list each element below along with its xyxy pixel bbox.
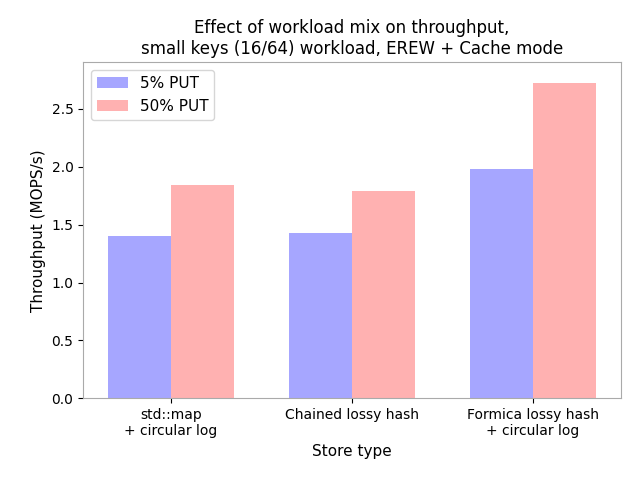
Bar	[533, 83, 596, 398]
Bar	[470, 169, 533, 398]
Bar	[289, 233, 352, 398]
Y-axis label: Throughput (MOPS/s): Throughput (MOPS/s)	[31, 149, 46, 312]
X-axis label: Store type: Store type	[312, 444, 392, 459]
Bar	[108, 236, 171, 398]
Bar	[171, 185, 234, 398]
Title: Effect of workload mix on throughput,
small keys (16/64) workload, EREW + Cache : Effect of workload mix on throughput, sm…	[141, 19, 563, 58]
Bar	[352, 191, 415, 398]
Legend: 5% PUT, 50% PUT: 5% PUT, 50% PUT	[91, 70, 214, 120]
